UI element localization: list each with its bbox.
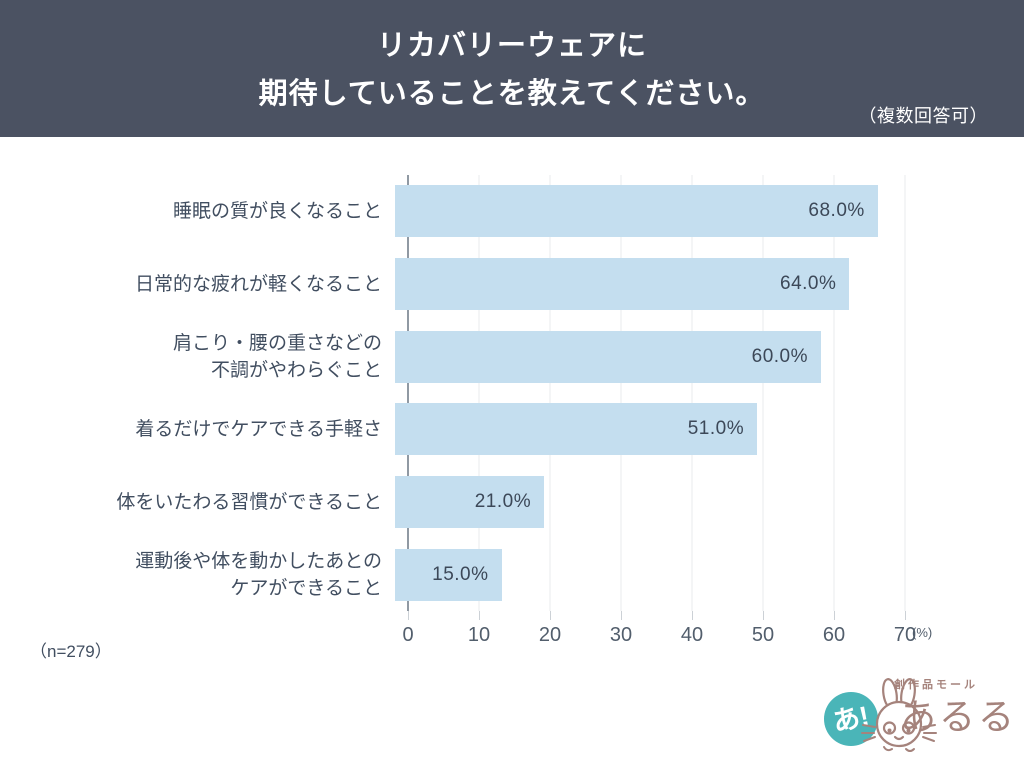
tick-mark: [763, 611, 764, 620]
category-label: 運動後や体を動かしたあとの ケアができること: [135, 550, 382, 599]
logo-brand-large: あるる: [900, 696, 1018, 737]
chart-title: リカバリーウェアに 期待していることを教えてください。: [0, 22, 1024, 118]
tick-label: 20: [538, 624, 562, 646]
bar: 21.0%: [395, 476, 545, 529]
bar-chart: 睡眠の質が良くなること 68.0% 日常的な疲れが軽くなること 64.0% 肩こり・腰の…: [0, 175, 1024, 611]
bar: 51.0%: [395, 403, 758, 456]
multiple-answers-note: （複数回答可）: [858, 106, 988, 126]
bar-value-label: 51.0%: [687, 418, 745, 440]
gridlines: [407, 175, 906, 611]
bar-track: 60.0%: [395, 330, 892, 383]
chart-rows: 睡眠の質が良くなること 68.0% 日常的な疲れが軽くなること 64.0% 肩こり・腰の…: [0, 175, 1024, 611]
bar-value-label: 64.0%: [780, 273, 837, 294]
header-band: リカバリーウェアに 期待していることを教えてください。 （複数回答可）: [0, 0, 1024, 137]
bar-value-label: 60.0%: [751, 345, 808, 367]
sample-size-label: （n=279）: [30, 642, 112, 661]
tick-label: 40: [680, 624, 704, 646]
bar: 68.0%: [395, 185, 878, 238]
gridline: [833, 175, 835, 611]
gridline: [762, 175, 764, 611]
chart-row: 着るだけでケアできる手軽さ 51.0%: [0, 393, 1024, 466]
gridline: [549, 175, 551, 611]
category-label: 睡眠の質が良くなること: [172, 200, 382, 222]
gridline: [904, 175, 906, 611]
chart-row: 運動後や体を動かしたあとの ケアができること 15.0%: [0, 538, 1024, 611]
bar: 64.0%: [395, 258, 850, 310]
bar-track: 15.0%: [395, 548, 892, 601]
tick-label: 10: [467, 624, 491, 646]
category-label: 肩こり・腰の重さなどの 不調がやわらぐこと: [172, 332, 382, 381]
bar-value-label: 21.0%: [474, 491, 532, 513]
bar-value-label: 68.0%: [808, 200, 865, 222]
chart-title-line1: リカバリーウェアに: [376, 30, 647, 62]
tick-mark: [479, 611, 480, 620]
x-axis: (%) 0 10 20 30 40 50 60 70: [402, 611, 932, 661]
chart-row: 睡眠の質が良くなること 68.0%: [0, 175, 1024, 248]
tick-mark: [692, 611, 693, 620]
chart-row: 日常的な疲れが軽くなること 64.0%: [0, 248, 1024, 321]
tick-label: 60: [822, 624, 846, 646]
tick-mark: [550, 611, 551, 620]
tick-mark: [408, 611, 409, 620]
axis-line: [407, 175, 409, 611]
bar-track: 64.0%: [395, 258, 892, 310]
logo-brand-small: 創作品モール: [894, 679, 978, 691]
tick-mark: [905, 611, 906, 620]
tick-label: 70: [893, 624, 917, 646]
category-label: 着るだけでケアできる手軽さ: [135, 418, 382, 440]
bar: 60.0%: [395, 330, 821, 383]
tick-mark: [621, 611, 622, 620]
bar-track: 51.0%: [395, 403, 892, 456]
axis-unit-label: (%): [912, 625, 933, 640]
tick-mark: [834, 611, 835, 620]
logo-badge-circle: あ!: [824, 692, 878, 746]
tick-label: 30: [609, 624, 633, 646]
gridline: [691, 175, 693, 611]
brand-logo: あ!: [824, 672, 1014, 760]
chart-row: 体をいたわる習慣ができること 21.0%: [0, 466, 1024, 539]
bar-track: 21.0%: [395, 476, 892, 529]
gridline: [478, 175, 480, 611]
gridline: [620, 175, 622, 611]
category-label: 体をいたわる習慣ができること: [116, 491, 382, 513]
chart-title-line2: 期待していることを教えてください。: [258, 78, 766, 110]
tick-label: 0: [402, 624, 414, 646]
tick-label: 50: [751, 624, 775, 646]
category-label: 日常的な疲れが軽くなること: [134, 273, 382, 295]
bar-track: 68.0%: [395, 185, 892, 238]
bar-value-label: 15.0%: [432, 563, 489, 585]
chart-row: 肩こり・腰の重さなどの 不調がやわらぐこと 60.0%: [0, 320, 1024, 393]
rabbit-icon: [861, 678, 937, 752]
bar: 15.0%: [395, 548, 502, 601]
